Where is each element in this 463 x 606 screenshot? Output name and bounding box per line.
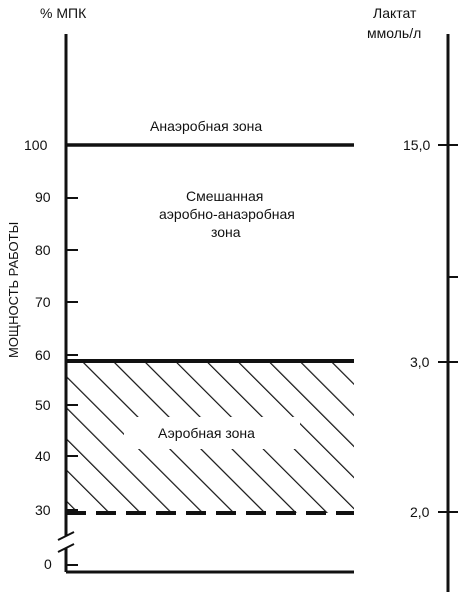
right-axis-title-line2: ммоль/л <box>367 25 421 41</box>
anaerobic-zone-label: Анаэробная зона <box>150 118 262 134</box>
left-tick-60: 60 <box>35 347 51 363</box>
aerobic-zone-label: Аэробная зона <box>158 425 255 441</box>
left-axis-title: % МПК <box>40 5 87 21</box>
right-tick-2: 2,0 <box>410 504 430 520</box>
right-ticks <box>438 144 458 513</box>
left-tick-80: 80 <box>35 242 51 258</box>
left-tick-70: 70 <box>35 294 51 310</box>
left-tick-50: 50 <box>35 397 51 413</box>
right-tick-15: 15,0 <box>403 137 430 153</box>
mixed-zone-line1: Смешанная <box>186 188 263 204</box>
left-tick-40: 40 <box>35 448 51 464</box>
right-axis-title-line1: Лактат <box>373 5 417 21</box>
mixed-zone-line2: аэробно-анаэробная <box>159 206 295 222</box>
left-tick-30: 30 <box>35 502 51 518</box>
power-label: МОЩНОСТЬ РАБОТЫ <box>6 222 21 358</box>
left-tick-0: 0 <box>44 556 52 572</box>
left-tick-100: 100 <box>24 137 48 153</box>
axis-break-mark-2 <box>57 543 75 553</box>
mixed-zone-line3: зона <box>211 224 241 240</box>
axis-break-mark-1 <box>57 531 75 541</box>
aerobic-label-background <box>124 417 300 449</box>
left-tick-90: 90 <box>35 189 51 205</box>
right-tick-3: 3,0 <box>410 354 430 370</box>
